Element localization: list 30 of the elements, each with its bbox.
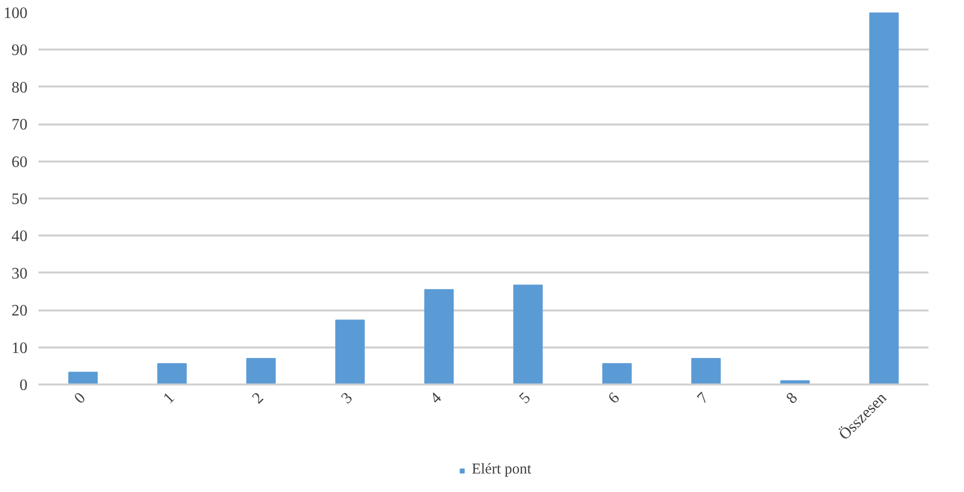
bar [513, 284, 543, 384]
bar [335, 320, 365, 384]
legend-label: Elért pont [472, 462, 532, 478]
y-tick-label: 0 [20, 377, 28, 394]
bar [691, 358, 721, 384]
bar [424, 289, 454, 384]
x-tick-label: 5 [516, 389, 534, 408]
y-tick-label: 100 [4, 5, 28, 22]
y-tick-label: 60 [12, 154, 28, 171]
x-tick-label: 3 [338, 389, 356, 408]
y-tick-label: 30 [12, 265, 28, 282]
bar [602, 363, 632, 384]
y-tick-label: 90 [12, 42, 28, 60]
x-tick-label: 8 [783, 389, 802, 408]
bar [157, 363, 187, 384]
x-tick-label: 6 [605, 389, 624, 408]
bar [869, 12, 899, 384]
y-tick-label: 70 [12, 116, 28, 134]
bar [68, 372, 98, 384]
y-tick-label: 10 [12, 340, 28, 357]
x-tick-label: 4 [427, 389, 446, 408]
y-tick-label: 50 [12, 191, 28, 208]
y-tick-label: 40 [12, 228, 28, 246]
x-tick-label: 7 [694, 389, 712, 408]
x-tick-label: 2 [249, 389, 268, 408]
y-tick-label: 80 [12, 79, 28, 96]
bar [246, 358, 276, 384]
x-tick-label: 0 [71, 389, 90, 408]
y-tick-label: 20 [12, 302, 28, 320]
x-tick-label: 1 [160, 389, 178, 408]
